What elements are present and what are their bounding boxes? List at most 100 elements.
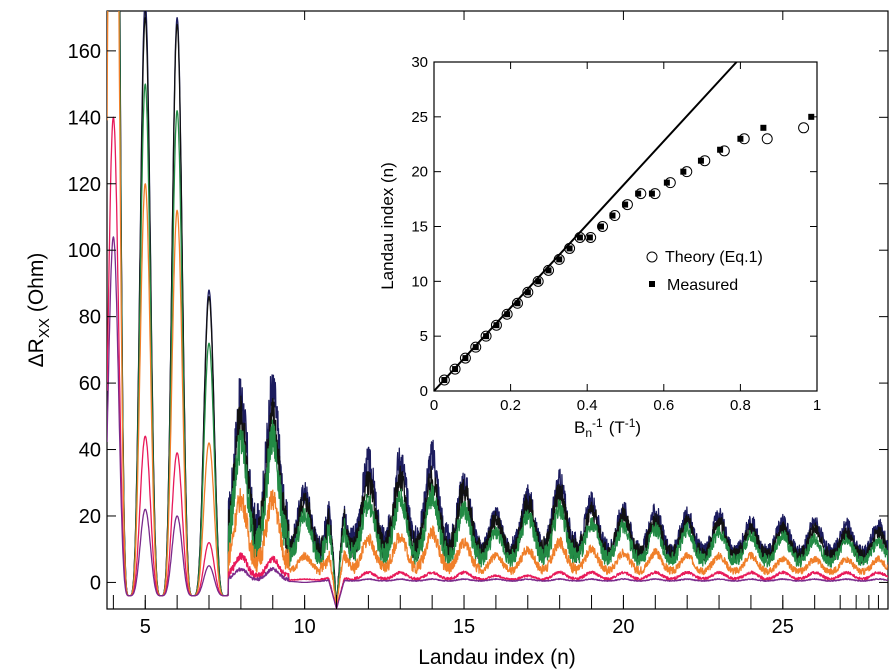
- measured-point: [717, 146, 724, 153]
- inset-y-tick-label: 20: [411, 164, 428, 181]
- main-x-tick-label: 10: [294, 616, 316, 638]
- main-y-axis-label-main: ΔR: [25, 338, 48, 367]
- theory-point: [761, 133, 773, 145]
- theory-point: [585, 231, 597, 243]
- theory-point: [438, 374, 450, 386]
- theory-point: [564, 242, 576, 254]
- theory-point: [649, 188, 661, 200]
- measured-point: [737, 135, 744, 142]
- theory-point: [553, 253, 565, 265]
- measured-point: [635, 190, 642, 197]
- measured-point: [504, 311, 511, 318]
- theory-point: [699, 155, 711, 167]
- measured-point: [566, 245, 573, 252]
- inset-x-axis-label-sub: n: [585, 426, 592, 440]
- measured-point: [648, 190, 655, 197]
- theory-point: [718, 145, 730, 157]
- main-x-tick-label: 20: [612, 616, 634, 638]
- inset-x-tick-label: 0: [430, 397, 438, 414]
- main-y-tick-label: 140: [68, 107, 101, 129]
- theory-point: [609, 210, 621, 222]
- main-bottom-markers: [112, 595, 879, 609]
- measured-point: [452, 366, 459, 373]
- measured-point: [697, 157, 704, 164]
- inset-x-ticks: 0 0.2 0.4 0.6 0.8 1: [430, 62, 821, 414]
- inset-x-axis-label-close: ): [635, 418, 641, 437]
- main-series-group: [107, 11, 888, 609]
- theory-point: [470, 341, 482, 353]
- main-y-axis-label-unit: (Ohm): [25, 253, 48, 313]
- legend-theory-label: Theory (Eq.1): [665, 249, 763, 266]
- main-series-line: [107, 11, 888, 609]
- theory-point: [738, 133, 750, 145]
- main-y-axis-label: ΔRXX (Ohm): [25, 253, 53, 368]
- theory-point: [664, 177, 676, 189]
- legend-measured-label: Measured: [667, 277, 738, 294]
- theory-point: [511, 297, 523, 309]
- measured-point: [556, 256, 563, 263]
- inset-y-tick-label: 0: [420, 383, 428, 400]
- measured-point: [597, 223, 604, 230]
- inset-y-tick-label: 25: [411, 109, 428, 126]
- legend-measured-marker: [649, 281, 655, 287]
- theory-point: [480, 330, 492, 342]
- main-series-line: [107, 11, 888, 609]
- measured-point: [524, 289, 531, 296]
- measured-point: [535, 278, 542, 285]
- measured-point: [514, 300, 521, 307]
- inset-x-axis-label-sup: -1: [592, 416, 603, 430]
- measured-point: [545, 267, 552, 274]
- inset-x-tick-label: 0.4: [577, 397, 598, 414]
- inset-content-group: [433, 61, 815, 392]
- main-y-tick-label: 60: [79, 373, 101, 395]
- theory-point: [490, 319, 502, 331]
- theory-point: [501, 308, 513, 320]
- theory-point: [522, 286, 534, 298]
- inset-x-axis-label-unit: (T: [609, 418, 625, 437]
- inset-x-axis-label-main: B: [574, 418, 585, 437]
- inset-x-tick-label: 0.2: [500, 397, 521, 414]
- main-y-tick-label: 20: [79, 506, 101, 528]
- measured-point: [680, 168, 687, 175]
- theory-point: [635, 188, 647, 200]
- legend-theory-marker: [646, 251, 658, 263]
- inset-x-tick-label: 0.8: [730, 397, 751, 414]
- theory-point: [574, 231, 586, 243]
- main-x-axis-label: Landau index (n): [418, 646, 576, 669]
- measured-point: [586, 234, 593, 241]
- inset-legend: Theory (Eq.1) Measured: [646, 249, 763, 294]
- main-y-tick-label: 0: [90, 572, 101, 594]
- measured-point: [663, 179, 670, 186]
- inset-plot-frame: [433, 61, 818, 392]
- theory-point: [681, 166, 693, 178]
- measured-point: [760, 124, 767, 131]
- inset-y-tick-label: 30: [411, 54, 428, 71]
- measured-point: [609, 212, 616, 219]
- main-series-line: [107, 116, 888, 609]
- main-series-line: [119, 11, 888, 609]
- main-y-tick-label: 40: [79, 440, 101, 462]
- measured-point: [441, 377, 448, 384]
- inset-x-tick-label: 1: [813, 397, 821, 414]
- inset-x-axis-label-unit-sup: -1: [625, 416, 636, 430]
- measured-point: [472, 344, 479, 351]
- measured-point: [576, 234, 583, 241]
- measured-point: [493, 322, 500, 329]
- theory-point: [459, 352, 471, 364]
- inset-y-tick-label: 15: [411, 219, 428, 236]
- inset-y-tick-label: 10: [411, 273, 428, 290]
- main-y-tick-label: 120: [68, 174, 101, 196]
- inset-x-axis-label: Bn-1 (T-1): [574, 416, 641, 440]
- inset-y-tick-label: 5: [420, 328, 428, 345]
- theory-point: [621, 199, 633, 211]
- inset-y-ticks: 0 5 10 15 20 25 30: [411, 54, 817, 400]
- main-series-line: [107, 236, 888, 609]
- main-y-tick-label: 80: [79, 307, 101, 329]
- measured-point: [483, 333, 490, 340]
- theory-point: [597, 221, 609, 232]
- main-x-tick-label: 15: [453, 616, 475, 638]
- main-y-tick-label: 160: [68, 41, 101, 63]
- main-x-tick-label: 5: [140, 616, 151, 638]
